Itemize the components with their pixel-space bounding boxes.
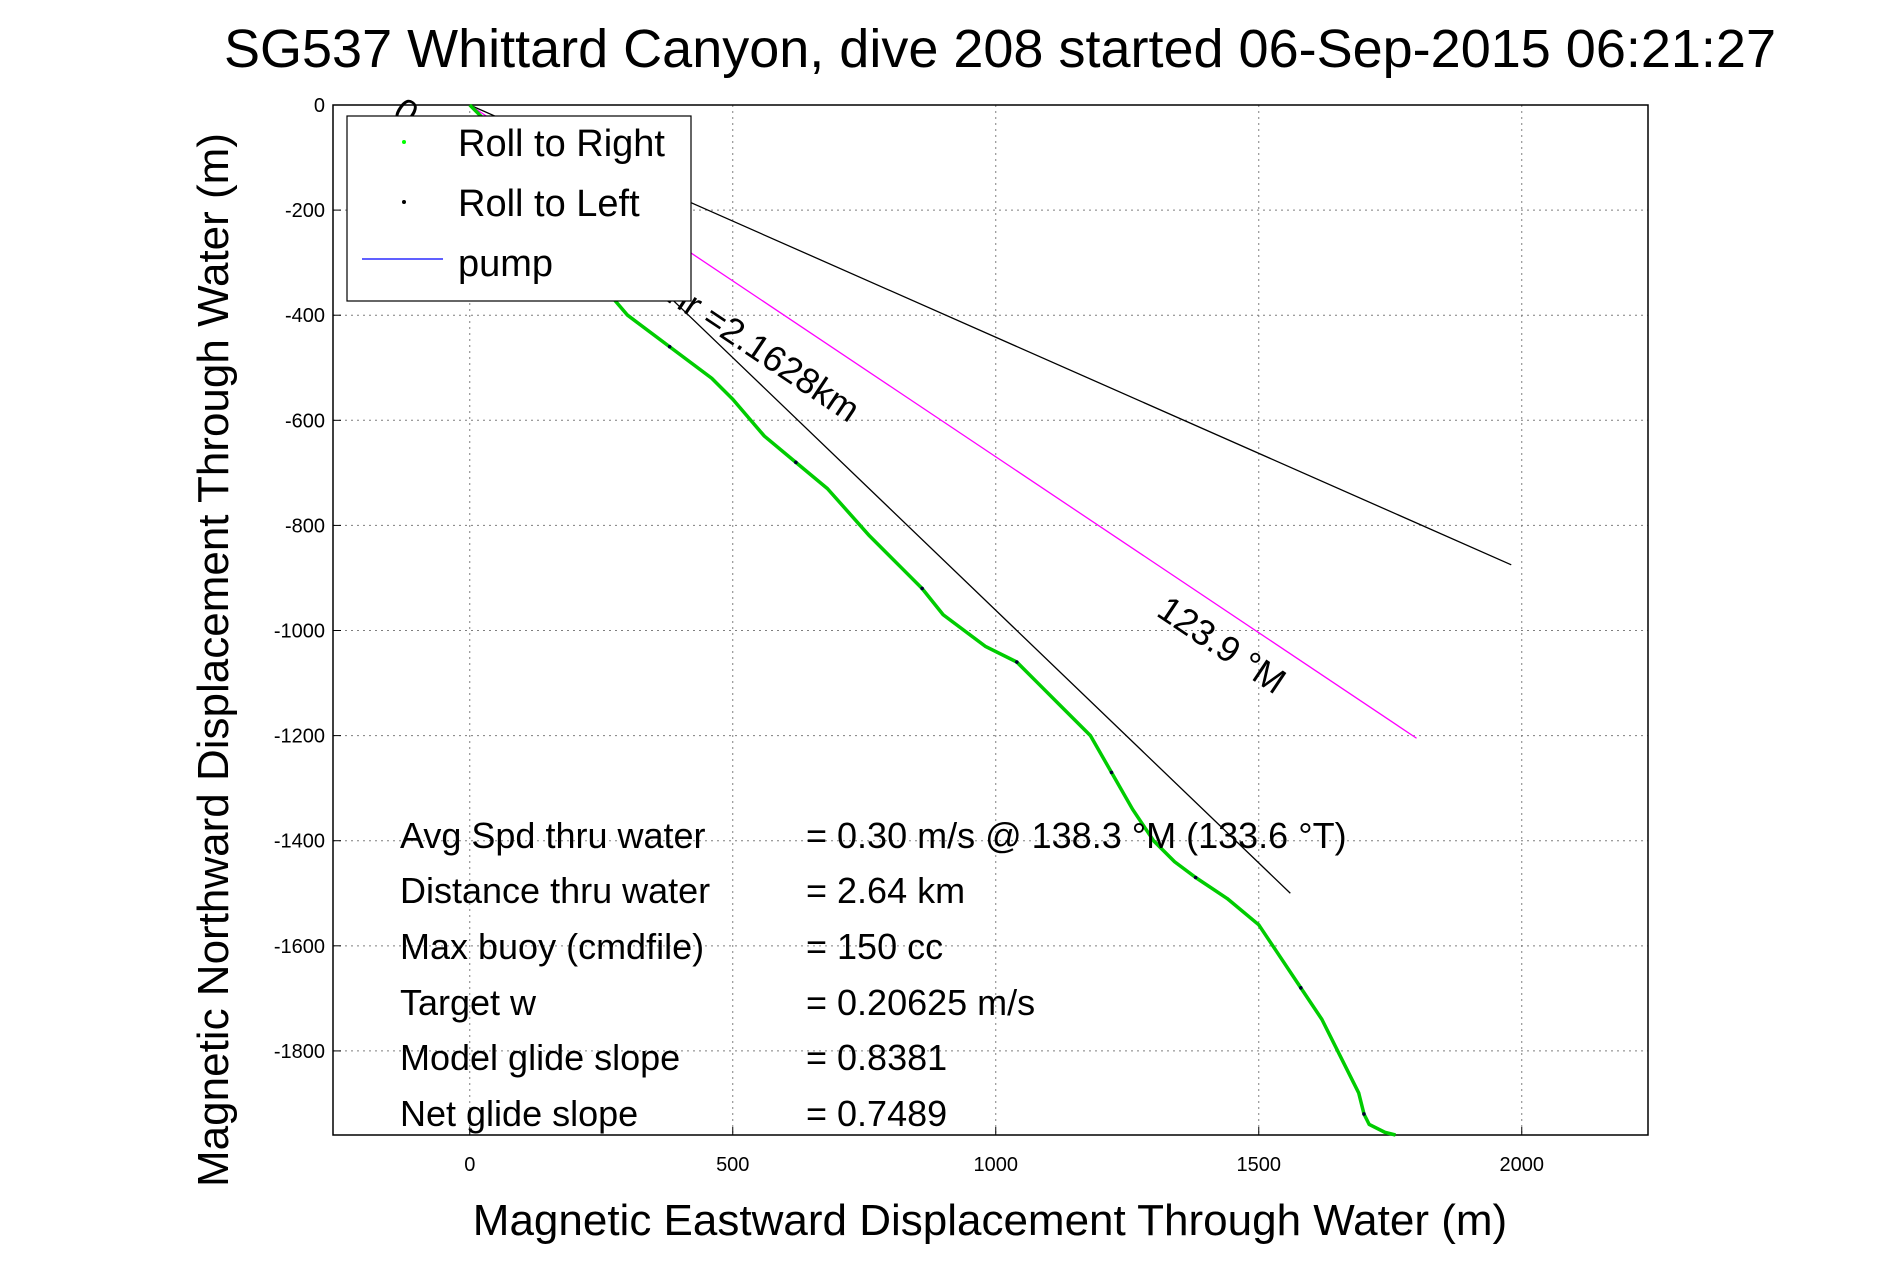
- stat-value: = 2.64 km: [806, 870, 965, 911]
- stat-label: Target w: [400, 982, 537, 1023]
- y-axis-label: Magnetic Northward Displacement Through …: [189, 133, 238, 1187]
- y-ticks: 0 -200 -400 -600 -800 -1000 -1200 -1400 -1600 -18…: [274, 95, 341, 1063]
- stat-label: Max buoy (cmdfile): [400, 926, 704, 967]
- roll-to-left-point: [1193, 875, 1198, 880]
- x-tick-label: 1500: [1237, 1154, 1282, 1176]
- legend-label: Roll to Left: [458, 183, 640, 225]
- legend-swatch-1: [402, 200, 406, 204]
- stats-block: Avg Spd thru water = 0.30 m/s @ 138.3 °M …: [400, 815, 1347, 1134]
- roll-to-left-point: [1015, 660, 1019, 664]
- y-tick-label: -1600: [274, 936, 325, 958]
- stat-label: Model glide slope: [400, 1037, 680, 1078]
- chart-title: SG537 Whittard Canyon, dive 208 started …: [224, 19, 1776, 79]
- stat-label: Avg Spd thru water: [400, 815, 706, 856]
- x-tick-label: 500: [716, 1154, 749, 1176]
- x-ticks: 0 500 1000 1500 2000: [464, 1127, 1544, 1176]
- stat-label: Distance thru water: [400, 870, 710, 911]
- x-axis-label: Magnetic Eastward Displacement Through W…: [473, 1196, 1507, 1245]
- stat-label: Net glide slope: [400, 1093, 638, 1134]
- y-tick-label: -600: [285, 410, 325, 432]
- roll-to-left-point: [1109, 770, 1114, 775]
- y-tick-label: 0: [314, 95, 325, 117]
- y-tick-label: -800: [285, 515, 325, 537]
- series-layer: [468, 103, 1396, 1137]
- x-tick-label: 1000: [974, 1154, 1019, 1176]
- plot-frame: [332, 104, 1649, 1136]
- roll-to-left-point: [1299, 986, 1303, 990]
- roll-to-left-point: [920, 586, 924, 591]
- legend-box: [346, 115, 692, 302]
- stat-value: = 0.30 m/s @ 138.3 °M (133.6 °T): [806, 815, 1347, 856]
- legend: Roll to Right Roll to Left pump: [346, 115, 692, 302]
- stat-value: = 0.7489: [806, 1093, 947, 1134]
- y-tick-label: -1800: [274, 1041, 325, 1063]
- roll-to-left-point: [667, 344, 672, 349]
- series-line-roll-to-right: [468, 103, 1396, 1137]
- roll-to-left-point: [1362, 1112, 1366, 1116]
- legend-label: Roll to Right: [458, 123, 665, 165]
- x-tick-label: 2000: [1500, 1154, 1545, 1176]
- roll-to-left-point: [794, 460, 798, 465]
- y-tick-label: -1400: [274, 831, 325, 853]
- x-tick-label: 0: [464, 1154, 475, 1176]
- stat-value: = 150 cc: [806, 926, 943, 967]
- grid: [333, 104, 1648, 1135]
- y-tick-label: -400: [285, 305, 325, 327]
- y-tick-label: -1000: [274, 621, 325, 643]
- y-tick-label: -200: [285, 200, 325, 222]
- y-tick-label: -1200: [274, 726, 325, 748]
- stat-value: = 0.20625 m/s: [806, 982, 1035, 1023]
- heading-angle-annotation: 123.9 °M: [1151, 587, 1294, 701]
- legend-swatch-0: [402, 140, 406, 144]
- legend-label: pump: [458, 243, 553, 285]
- stat-value: = 0.8381: [806, 1037, 947, 1078]
